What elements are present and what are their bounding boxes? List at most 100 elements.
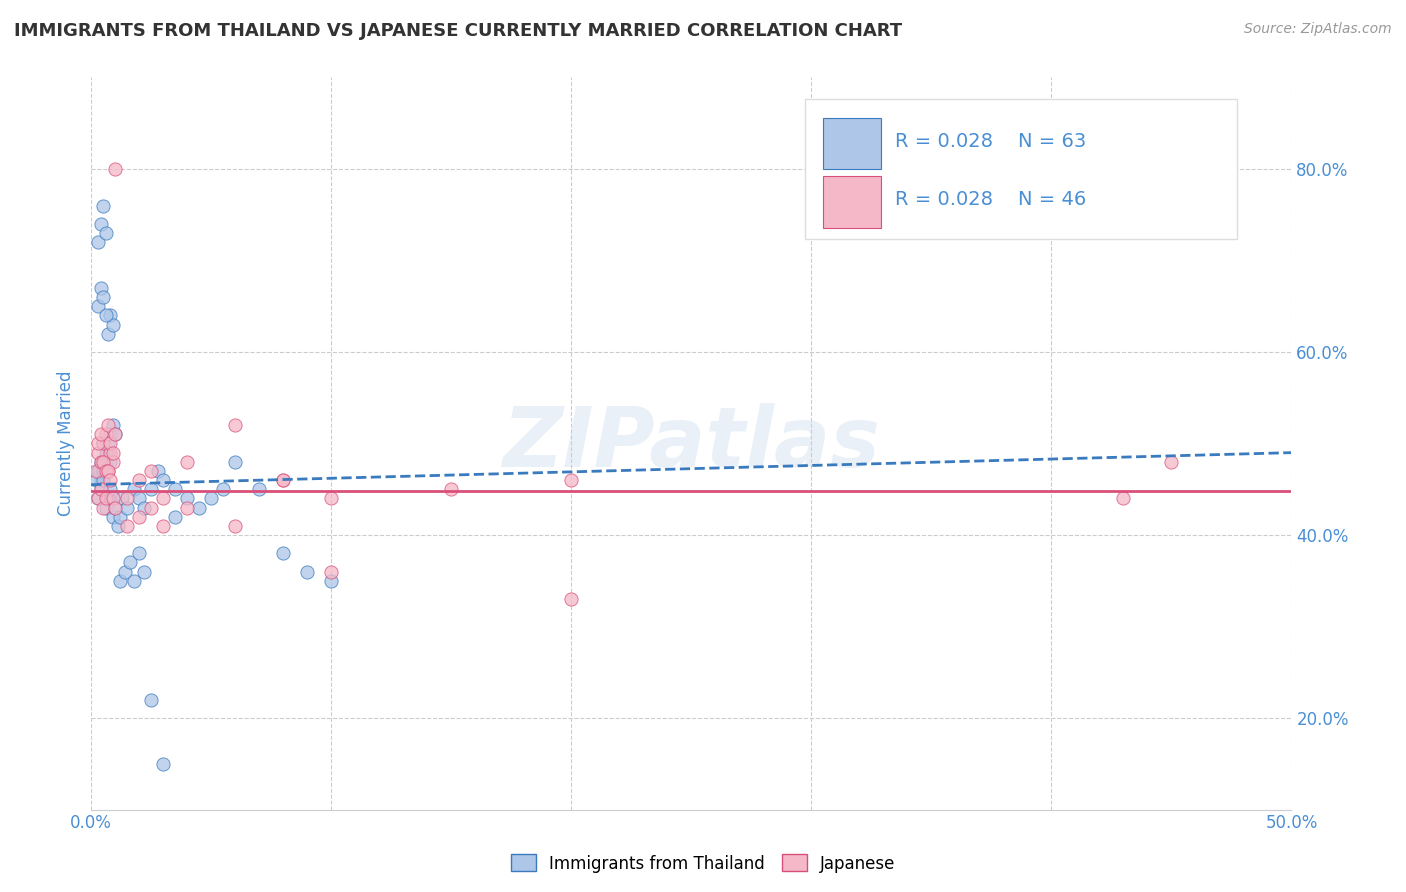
Point [101,509,124,524]
Point [200,491,222,506]
Point [212,482,235,496]
Point [90,217,112,231]
Point [224,455,246,469]
Point [118,556,141,570]
Point [108,509,131,524]
Point [87,436,110,450]
Point [90,281,112,295]
Text: ZIPatlas: ZIPatlas [502,403,880,484]
Point [104,427,127,442]
Point [101,445,124,459]
Point [132,500,155,515]
Point [560,473,582,487]
Point [128,473,150,487]
Point [91,500,114,515]
Point [141,482,163,496]
Point [87,491,110,506]
Point [90,473,112,487]
Point [97,326,120,341]
Point [128,491,150,506]
Point [124,482,146,496]
Point [104,427,127,442]
Point [87,235,110,249]
Point [321,565,343,579]
Point [94,226,117,240]
Text: R = 0.028    N = 63: R = 0.028 N = 63 [896,132,1087,151]
Point [108,574,131,588]
Point [152,519,174,533]
Point [148,464,170,478]
Point [97,491,120,506]
FancyBboxPatch shape [806,99,1237,238]
Point [94,464,117,478]
Point [84,473,107,487]
Point [440,482,463,496]
Point [90,455,112,469]
Point [87,464,110,478]
Y-axis label: Currently Married: Currently Married [58,371,75,516]
Point [104,161,127,176]
Point [87,464,110,478]
Point [94,427,117,442]
Point [91,473,114,487]
Point [87,445,110,459]
Point [98,455,121,469]
Bar [824,118,882,169]
Point [97,418,120,433]
Point [152,491,174,506]
Point [295,565,318,579]
Point [87,491,110,506]
Point [98,473,121,487]
Point [97,445,120,459]
Point [271,546,294,560]
Point [176,500,198,515]
Point [94,491,117,506]
Point [176,455,198,469]
Point [271,473,294,487]
Point [152,756,174,771]
Point [98,427,121,442]
Point [97,464,120,478]
Point [101,455,124,469]
Point [98,445,121,459]
Point [104,500,127,515]
Point [141,500,163,515]
Point [1112,491,1135,506]
Point [94,455,117,469]
Point [132,565,155,579]
Point [97,436,120,450]
Point [101,318,124,332]
Point [91,436,114,450]
Point [128,546,150,560]
Point [560,592,582,607]
Point [128,509,150,524]
Point [101,418,124,433]
Point [165,482,187,496]
Point [115,500,138,515]
Point [90,482,112,496]
Point [111,491,134,506]
Point [94,500,117,515]
Point [271,473,294,487]
Point [321,574,343,588]
Point [114,565,136,579]
Point [97,464,120,478]
Point [176,491,198,506]
Point [115,491,138,506]
Point [91,436,114,450]
Point [115,519,138,533]
Point [152,473,174,487]
Point [141,692,163,706]
Point [141,464,163,478]
Point [94,309,117,323]
Point [98,482,121,496]
Point [90,482,112,496]
Text: IMMIGRANTS FROM THAILAND VS JAPANESE CURRENTLY MARRIED CORRELATION CHART: IMMIGRANTS FROM THAILAND VS JAPANESE CUR… [14,22,903,40]
Point [91,464,114,478]
Point [224,418,246,433]
Point [98,309,121,323]
Point [224,519,246,533]
Point [247,482,270,496]
Point [124,574,146,588]
Point [321,491,343,506]
